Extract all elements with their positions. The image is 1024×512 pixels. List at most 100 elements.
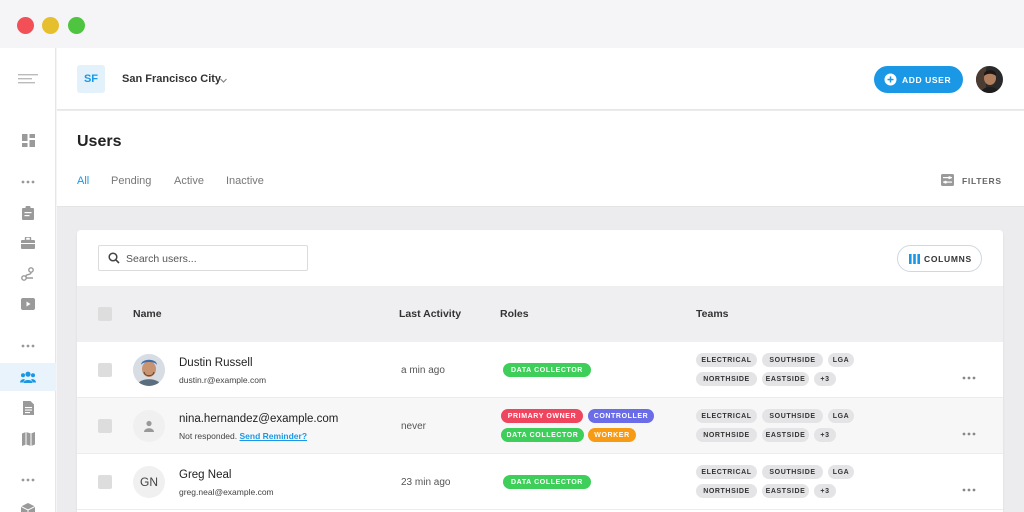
column-header-roles[interactable]: Roles [500,308,529,320]
current-user-avatar[interactable] [976,66,1003,93]
role-badge-data-collector: DATA COLLECTOR [501,428,584,442]
more-teams-badge[interactable]: +3 [814,428,836,442]
sidebar-item-routes[interactable] [0,260,56,288]
page-title: Users [77,133,122,150]
map-icon [21,432,35,446]
user-email: dustin.r@example.com [179,375,267,385]
team-badge: LGA [828,353,854,367]
team-badge: EASTSIDE [762,428,809,442]
dashboard-icon [21,133,35,147]
tab-pending[interactable]: Pending [111,175,152,187]
select-all-checkbox[interactable] [98,307,112,321]
not-responded-text: Not responded. [179,431,238,441]
sidebar-section-more-3[interactable] [0,466,56,494]
more-icon [962,376,976,380]
table-row[interactable]: GN Greg Neal greg.neal@example.com 23 mi… [77,454,1003,510]
sidebar-item-documents[interactable] [0,394,56,422]
row-checkbox[interactable] [98,419,112,433]
document-icon [22,401,34,415]
team-badge: SOUTHSIDE [762,465,823,479]
sidebar-item-videos[interactable] [0,290,56,318]
person-icon [144,420,154,432]
role-badge-primary-owner: PRIMARY OWNER [501,409,583,423]
table-header: Name Last Activity Roles Teams [77,286,1003,342]
sidebar-item-tasks[interactable] [0,199,56,227]
tab-all[interactable]: All [77,175,90,187]
users-icon [20,371,36,383]
sidebar-section-more-1[interactable] [0,168,56,196]
avatar [133,354,165,386]
minimize-window-button[interactable] [42,17,59,34]
sidebar-item-map[interactable] [0,425,56,453]
tab-inactive[interactable]: Inactive [226,175,264,187]
avatar-initials: GN [133,466,165,498]
sidebar [0,48,56,512]
user-photo-icon [976,66,1003,93]
teams-cell: ELECTRICAL SOUTHSIDE LGA NORTHSIDE EASTS… [696,454,896,510]
menu-icon [18,74,38,84]
column-header-name[interactable]: Name [133,308,162,320]
table-row[interactable]: nina.hernandez@example.com Not responded… [77,398,1003,454]
org-name[interactable]: San Francisco City [122,73,222,85]
team-badge: SOUTHSIDE [762,353,823,367]
video-icon [21,298,35,310]
user-name[interactable]: Greg Neal [179,469,232,481]
sidebar-item-inventory[interactable] [0,496,56,512]
row-actions-button[interactable] [962,367,976,385]
role-badge-controller: CONTROLLER [588,409,654,423]
user-status: Not responded. Send Reminder? [179,431,307,441]
column-header-teams[interactable]: Teams [696,308,729,320]
more-teams-badge[interactable]: +3 [814,372,836,386]
columns-icon [909,254,920,264]
row-actions-button[interactable] [962,423,976,441]
top-bar: SF San Francisco City ADD USER [57,48,1024,110]
more-teams-badge[interactable]: +3 [814,484,836,498]
teams-cell: ELECTRICAL SOUTHSIDE LGA NORTHSIDE EASTS… [696,398,896,454]
sidebar-item-jobs[interactable] [0,229,56,257]
org-dropdown-button[interactable] [219,72,228,90]
user-name[interactable]: Dustin Russell [179,357,253,369]
roles-cell: DATA COLLECTOR [501,342,671,398]
team-badge: LGA [828,409,854,423]
columns-button[interactable]: COLUMNS [897,245,982,272]
column-header-last-activity[interactable]: Last Activity [399,308,462,320]
team-badge: EASTSIDE [762,484,809,498]
row-checkbox[interactable] [98,475,112,489]
team-badge: LGA [828,465,854,479]
sidebar-item-dashboard[interactable] [0,126,56,154]
team-badge: NORTHSIDE [696,428,757,442]
team-badge: EASTSIDE [762,372,809,386]
search-icon [108,252,120,264]
more-icon [21,344,35,348]
user-name[interactable]: nina.hernandez@example.com [179,413,339,425]
maximize-window-button[interactable] [68,17,85,34]
row-checkbox[interactable] [98,363,112,377]
send-reminder-link[interactable]: Send Reminder? [239,431,308,441]
more-icon [962,432,976,436]
last-activity: never [401,421,427,432]
filters-button[interactable]: FILTERS [941,174,1001,186]
box-icon [21,503,35,512]
search-input[interactable] [126,250,302,267]
clipboard-icon [22,206,34,220]
tab-active[interactable]: Active [174,175,204,187]
sidebar-item-users[interactable] [0,363,56,391]
sidebar-section-more-2[interactable] [0,332,56,360]
add-user-label: ADD USER [902,75,952,85]
menu-toggle-button[interactable] [0,65,56,93]
user-photo-icon [133,354,165,386]
briefcase-icon [21,237,35,249]
avatar [133,410,165,442]
team-badge: NORTHSIDE [696,484,757,498]
chevron-down-icon [220,78,227,83]
users-table-card: COLUMNS Name Last Activity Roles Teams D… [77,230,1003,512]
more-icon [21,478,35,482]
add-user-button[interactable]: ADD USER [874,66,963,93]
close-window-button[interactable] [17,17,34,34]
org-badge: SF [77,65,105,93]
team-badge: SOUTHSIDE [762,409,823,423]
last-activity: a min ago [401,365,445,376]
role-badge-data-collector: DATA COLLECTOR [503,363,591,377]
row-actions-button[interactable] [962,479,976,497]
table-row[interactable]: Dustin Russell dustin.r@example.com a mi… [77,342,1003,398]
